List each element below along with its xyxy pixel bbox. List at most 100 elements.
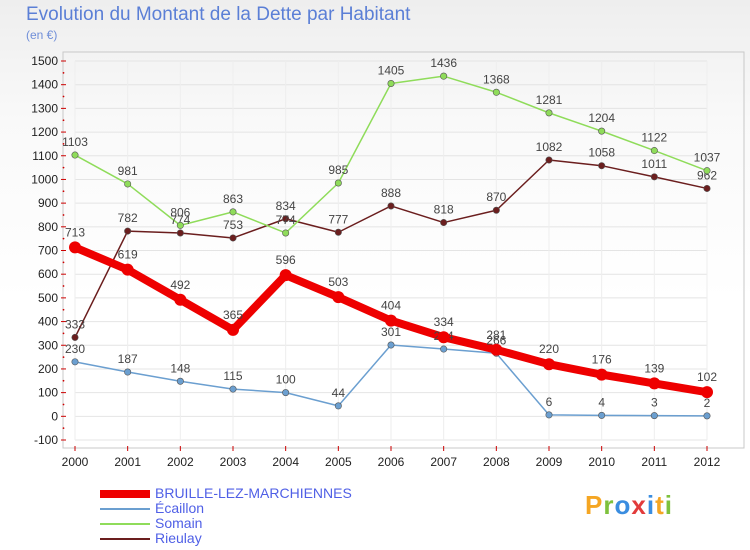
data-point <box>385 314 397 327</box>
y-tick-label: 400 <box>38 315 58 329</box>
x-tick-label: 2012 <box>694 455 721 469</box>
data-point <box>703 184 711 192</box>
data-label: 1368 <box>483 72 510 86</box>
brand-letter: x <box>631 490 647 520</box>
data-label: 985 <box>328 163 348 177</box>
data-point <box>440 219 448 227</box>
y-tick-label: -100 <box>34 433 58 447</box>
data-point <box>334 228 342 236</box>
data-point <box>332 291 345 304</box>
data-point <box>490 343 503 356</box>
data-label: 1204 <box>588 111 615 125</box>
data-label: 1011 <box>641 157 667 171</box>
data-point <box>598 411 606 419</box>
y-minor-tick <box>62 332 65 335</box>
data-point <box>71 333 79 341</box>
data-point <box>124 180 132 188</box>
legend-swatch <box>100 508 150 510</box>
x-tick-label: 2006 <box>378 455 405 469</box>
data-point <box>703 167 711 175</box>
x-tick-label: 2011 <box>641 455 667 469</box>
data-label: 806 <box>170 205 190 219</box>
legend-swatch <box>100 523 150 525</box>
data-label: 981 <box>118 164 138 178</box>
data-label: 3 <box>651 396 658 410</box>
data-point <box>595 368 608 381</box>
x-tick-label: 2010 <box>588 455 615 469</box>
data-label: 148 <box>170 361 190 375</box>
x-tick-label: 2005 <box>325 455 352 469</box>
brand-letter: P <box>585 490 604 520</box>
data-label: 404 <box>381 299 401 313</box>
chart-unit: (en €) <box>26 28 58 42</box>
brand-letter: i <box>646 490 656 520</box>
data-point <box>229 234 237 242</box>
y-minor-tick <box>62 285 65 287</box>
data-point <box>176 377 184 385</box>
y-tick-label: 200 <box>38 362 58 376</box>
y-minor-tick <box>62 261 65 264</box>
data-label: 220 <box>539 342 559 356</box>
brand-letter: i <box>664 490 673 520</box>
data-label: 619 <box>118 248 138 262</box>
data-point <box>279 269 292 282</box>
data-point <box>282 389 290 397</box>
y-minor-tick <box>62 119 65 122</box>
data-point <box>282 229 290 237</box>
x-tick-label: 2003 <box>220 455 247 469</box>
data-label: 492 <box>170 278 190 292</box>
y-minor-tick <box>62 237 65 240</box>
brand-logo: Proxiti <box>585 490 673 521</box>
data-label: 102 <box>697 370 717 384</box>
y-minor-tick <box>62 356 65 358</box>
data-point <box>387 341 395 349</box>
data-point <box>121 263 134 276</box>
data-label: 774 <box>170 213 190 227</box>
data-point <box>598 127 606 135</box>
data-point <box>437 331 450 344</box>
y-minor-tick <box>62 95 65 98</box>
x-tick-label: 2009 <box>536 455 563 469</box>
data-label: 281 <box>486 328 506 342</box>
x-tick-label: 2008 <box>483 455 510 469</box>
data-label: 176 <box>592 353 612 367</box>
x-tick-label: 2000 <box>62 455 89 469</box>
brand-letter: r <box>603 490 615 520</box>
data-label: 187 <box>118 352 138 366</box>
y-tick-label: 800 <box>38 220 58 234</box>
x-tick-label: 2004 <box>272 455 299 469</box>
data-point <box>701 386 713 399</box>
y-tick-label: 1300 <box>31 101 58 115</box>
y-tick-label: 100 <box>38 386 58 400</box>
data-point <box>492 88 500 96</box>
y-tick-label: 1200 <box>31 125 58 139</box>
data-point <box>440 345 448 353</box>
data-point <box>176 221 184 229</box>
legend-label: Somain <box>155 515 203 531</box>
x-tick-label: 2002 <box>167 455 194 469</box>
data-label: 713 <box>65 225 85 239</box>
data-label: 1037 <box>694 151 721 165</box>
data-point <box>545 156 553 164</box>
data-point <box>650 173 658 181</box>
data-label: 2 <box>704 396 711 410</box>
data-label: 4 <box>598 395 605 409</box>
data-point <box>492 206 500 214</box>
data-label: 503 <box>328 275 348 289</box>
data-point <box>440 72 448 80</box>
data-label: 139 <box>644 361 664 375</box>
y-minor-tick <box>62 379 65 382</box>
brand-letter: o <box>614 490 632 520</box>
data-label: 753 <box>223 218 243 232</box>
data-point <box>282 215 290 223</box>
y-minor-tick <box>62 143 65 145</box>
data-point <box>174 293 187 306</box>
data-point <box>176 229 184 237</box>
data-point <box>545 109 553 117</box>
y-tick-label: 500 <box>38 291 58 305</box>
data-point <box>387 202 395 210</box>
legend-label: Écaillon <box>155 500 205 516</box>
data-point <box>387 80 395 88</box>
chart-title: Evolution du Montant de la Dette par Hab… <box>26 4 411 25</box>
data-point <box>229 208 237 216</box>
